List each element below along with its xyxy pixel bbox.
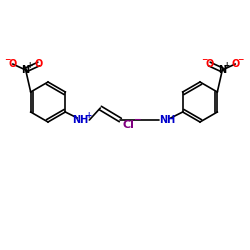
Text: Cl: Cl bbox=[122, 120, 134, 130]
Text: +: + bbox=[223, 62, 230, 70]
Text: +: + bbox=[85, 110, 91, 120]
Text: O: O bbox=[231, 59, 239, 69]
Text: −: − bbox=[133, 116, 141, 124]
Text: +: + bbox=[26, 62, 33, 70]
Text: −: − bbox=[4, 56, 11, 64]
Text: N: N bbox=[218, 65, 226, 75]
Text: NH: NH bbox=[72, 115, 88, 125]
Text: NH: NH bbox=[160, 115, 176, 125]
Text: N: N bbox=[22, 65, 30, 75]
Text: −: − bbox=[237, 56, 244, 64]
Text: O: O bbox=[34, 59, 43, 69]
Text: O: O bbox=[205, 59, 214, 69]
Text: O: O bbox=[8, 59, 17, 69]
Text: −: − bbox=[201, 56, 207, 64]
